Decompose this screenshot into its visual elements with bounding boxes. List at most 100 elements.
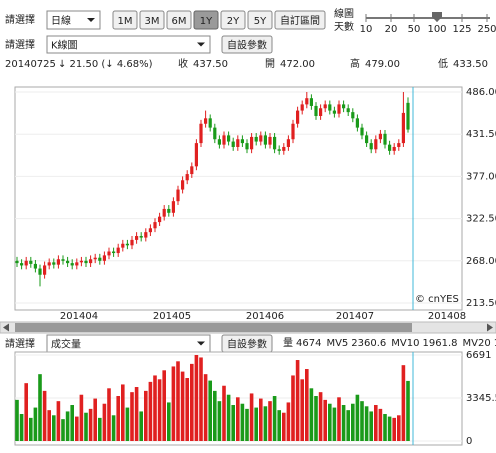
candle-body bbox=[250, 136, 254, 150]
range-button[interactable] bbox=[139, 10, 165, 30]
candle-body bbox=[406, 102, 410, 130]
candle-body bbox=[153, 222, 157, 229]
slider-tick-label: 50 bbox=[408, 24, 421, 35]
volume-bar bbox=[222, 385, 226, 441]
candle-body bbox=[319, 108, 323, 117]
scroll-right[interactable] bbox=[487, 323, 493, 332]
price-frame bbox=[14, 86, 463, 311]
select-label: 請選擇 bbox=[5, 38, 35, 51]
candle-body bbox=[135, 236, 139, 240]
quote-change: ↓ 21.50 (↓ 4.68%) bbox=[58, 59, 153, 70]
y-tick-label: 486.00 bbox=[466, 87, 496, 98]
candle-body bbox=[61, 259, 65, 261]
volume-bar bbox=[153, 375, 157, 441]
candle-body bbox=[342, 104, 346, 109]
range-button-label: 1Y bbox=[200, 16, 213, 27]
volume-bar bbox=[236, 397, 240, 441]
candle-body bbox=[75, 262, 79, 266]
y-tick-label: 6691 bbox=[466, 350, 491, 361]
volume-bar bbox=[79, 394, 84, 441]
x-tick-label: 201404 bbox=[60, 311, 98, 322]
range-button[interactable] bbox=[193, 10, 219, 30]
candle-body bbox=[112, 251, 116, 254]
chart-type-select-arrow bbox=[197, 42, 205, 47]
chart-type-select[interactable] bbox=[46, 35, 211, 54]
y-tick-label: 431.50 bbox=[466, 129, 496, 140]
candle-body bbox=[286, 139, 290, 147]
stat-value: 1961.8 bbox=[423, 338, 458, 349]
volume-bar bbox=[314, 396, 318, 441]
volume-bar bbox=[144, 390, 148, 441]
scroll-left[interactable] bbox=[3, 323, 9, 332]
range-button[interactable] bbox=[247, 10, 273, 30]
range-button-label: 2Y bbox=[227, 16, 240, 27]
candle-body bbox=[148, 228, 152, 233]
volume-bar bbox=[84, 412, 88, 441]
volume-bar bbox=[213, 390, 217, 441]
quote-low-label: 低 bbox=[438, 57, 448, 70]
y-tick-label: 377.00 bbox=[466, 171, 496, 182]
volume-bar bbox=[93, 398, 97, 441]
range-button-label: 3M bbox=[145, 16, 160, 27]
credit: © cnYES bbox=[415, 294, 459, 305]
volume-bar bbox=[328, 403, 332, 441]
volume-bar bbox=[185, 378, 189, 441]
candle-body bbox=[38, 268, 42, 275]
volume-bar bbox=[387, 416, 392, 441]
stat-label: MV10 bbox=[391, 338, 419, 349]
settings-button[interactable] bbox=[221, 35, 273, 54]
candle-body bbox=[171, 201, 175, 213]
candle-body bbox=[116, 247, 120, 254]
volume-bar bbox=[300, 379, 304, 441]
volume-bar bbox=[351, 403, 355, 441]
volume-bar bbox=[337, 397, 341, 441]
scroll-thumb[interactable] bbox=[15, 323, 412, 332]
volume-bar bbox=[291, 375, 295, 441]
volume-bar bbox=[282, 412, 286, 441]
candle-body bbox=[33, 263, 37, 269]
volume-bar bbox=[180, 371, 185, 441]
range-button[interactable] bbox=[220, 10, 246, 30]
volume-bar bbox=[116, 396, 120, 441]
volume-bar bbox=[406, 380, 410, 441]
slider-tick-label: 125 bbox=[452, 24, 471, 35]
range-button[interactable] bbox=[274, 10, 326, 30]
volume-bar bbox=[121, 384, 125, 441]
volume-bar bbox=[374, 405, 378, 441]
volume-bar bbox=[15, 399, 19, 441]
quote-close: 437.50 bbox=[193, 59, 228, 70]
volume-bar bbox=[203, 374, 208, 441]
candle-body bbox=[259, 135, 263, 142]
volume-bar bbox=[309, 388, 314, 441]
stat-label: MV20 bbox=[463, 338, 491, 349]
candle-body bbox=[98, 257, 102, 261]
candle-body bbox=[213, 127, 217, 140]
range-button-label: 5Y bbox=[254, 16, 267, 27]
volume-bar bbox=[107, 388, 111, 441]
candle-body bbox=[282, 146, 286, 151]
range-button[interactable] bbox=[112, 10, 138, 30]
candle-body bbox=[24, 260, 28, 266]
volume-bar bbox=[254, 407, 258, 441]
slider-handle[interactable] bbox=[432, 12, 442, 22]
volume-bar bbox=[268, 401, 272, 441]
range-button[interactable] bbox=[166, 10, 192, 30]
stat-label: MV5 bbox=[326, 338, 348, 349]
slider-tick-label: 250 bbox=[477, 24, 496, 35]
volume-bar bbox=[392, 417, 396, 441]
stat-label: 量 bbox=[283, 337, 293, 349]
candle-body bbox=[365, 135, 369, 144]
volume-bar bbox=[286, 402, 291, 441]
volume-bar bbox=[249, 393, 254, 441]
indicator-select-value: 成交量 bbox=[51, 338, 81, 351]
candle-body bbox=[351, 112, 355, 119]
candle-body bbox=[185, 174, 189, 181]
quote-high: 479.00 bbox=[365, 59, 400, 70]
candle-body bbox=[263, 135, 267, 145]
candle-body bbox=[102, 255, 106, 261]
period-select[interactable] bbox=[46, 10, 101, 30]
volume-bar bbox=[208, 380, 212, 441]
candle-body bbox=[291, 123, 295, 140]
y-tick-label: 268.00 bbox=[466, 256, 496, 267]
volume-bar bbox=[194, 355, 199, 441]
